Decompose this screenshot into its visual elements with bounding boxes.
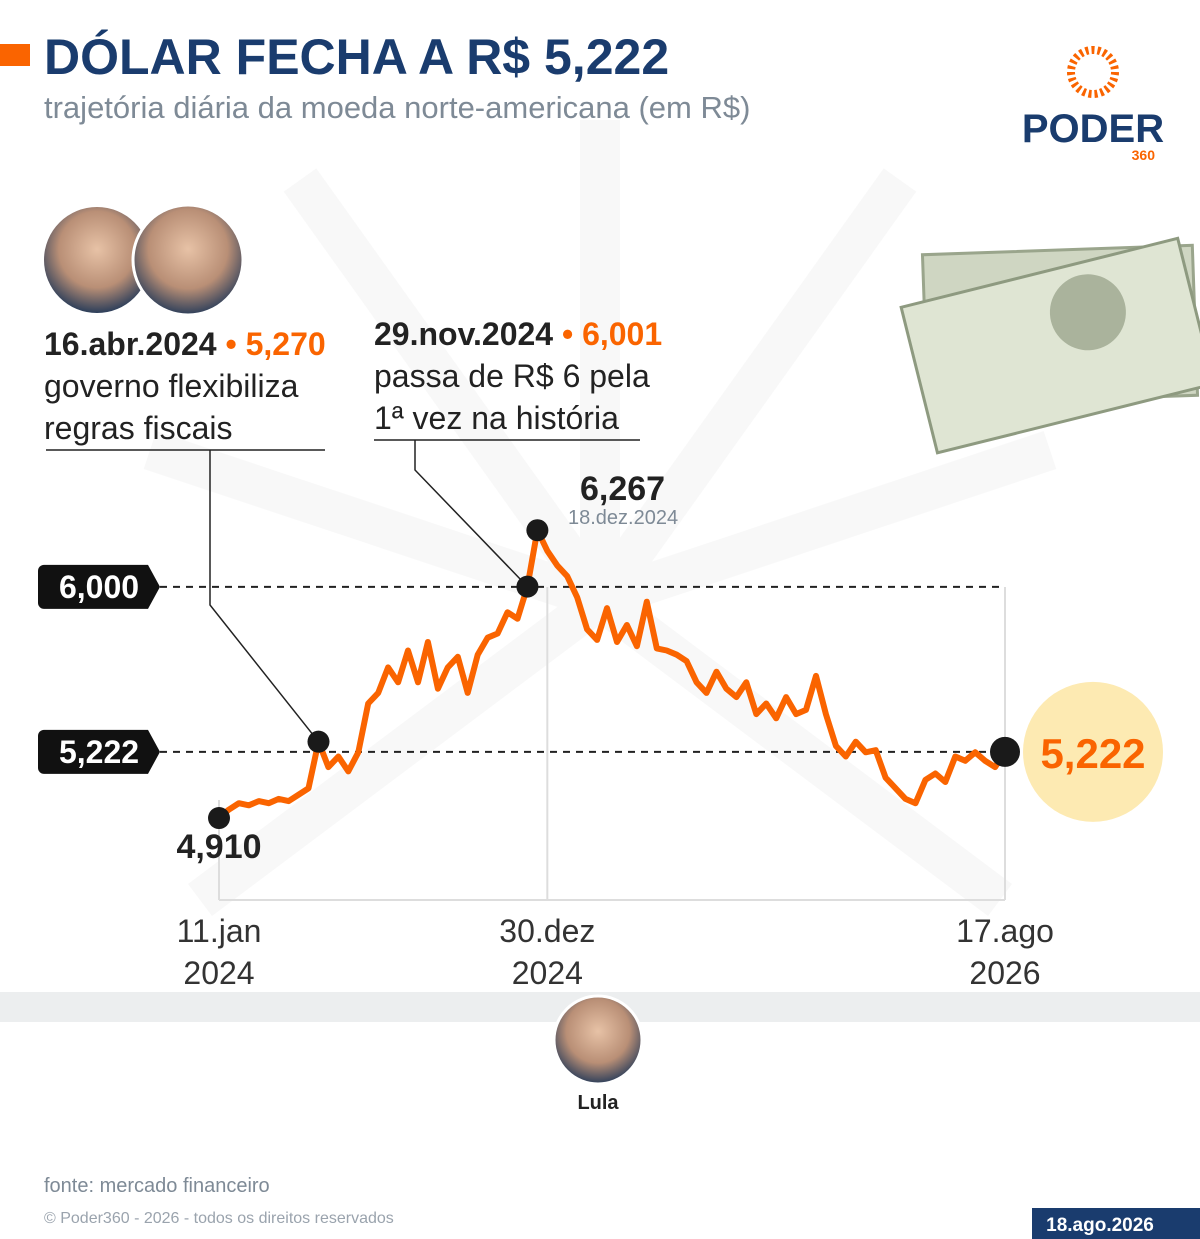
annotation-date: 16.abr.2024 [44, 326, 217, 362]
annotation-separator: • [217, 326, 246, 362]
end-highlight [1023, 681, 1163, 822]
source: fonte: mercado financeiro [44, 1175, 270, 1197]
annotation-head: 29.nov.2024 • 6,001 [374, 316, 662, 352]
annotation-date: 29.nov.2024 [374, 316, 553, 352]
point-dot [526, 519, 549, 542]
person-name: Lula [577, 1092, 619, 1114]
reference-label-box [38, 729, 160, 774]
point-dot [208, 807, 230, 830]
price-line [217, 527, 1008, 821]
subtitle: trajetória diária da moeda norte-america… [44, 90, 750, 125]
person-photo [552, 994, 644, 1086]
annotation-text: 1ª vez na história [374, 400, 619, 436]
date: 18.ago.2026 [1046, 1215, 1154, 1236]
dollar-bills [899, 236, 1200, 455]
date-box [1032, 1208, 1200, 1239]
x-tick-label-line: 2024 [183, 955, 254, 991]
annotation-head: 16.abr.2024 • 5,270 [44, 326, 326, 362]
y-tick-label: 5,222 [59, 734, 139, 770]
annotation-leader [414, 440, 528, 588]
x-tick-label-line: 2024 [512, 955, 583, 991]
annotation-value: 5,270 [246, 326, 326, 362]
annotation-text: regras fiscais [44, 410, 233, 446]
copyright: © Poder360 - 2026 - todos os direitos re… [44, 1210, 394, 1227]
x-tick-label: 30.dez 2024 [499, 913, 595, 991]
end-label: 5,222 [1040, 730, 1145, 777]
x-tick-label-line: 17.ago [956, 913, 1054, 949]
title: DÓLAR FECHA A R$ 5,222 [44, 29, 669, 85]
start-label: 4,910 [176, 828, 261, 866]
annotation-separator: • [553, 316, 582, 352]
point-dot [516, 575, 539, 598]
annotation-leader [209, 450, 320, 743]
peak-date: 18.dez.2024 [568, 507, 678, 529]
x-tick-label-line: 11.jan [177, 913, 262, 949]
annotation-text: passa de R$ 6 pela [374, 358, 650, 394]
point-dot [307, 730, 330, 753]
peak-label: 6,267 [580, 470, 665, 508]
logo: PODER 360 [1022, 46, 1164, 163]
x-tick-label-line: 30.dez [499, 913, 595, 949]
point-dot [990, 736, 1020, 767]
annotation-text: governo flexibiliza [44, 368, 299, 404]
x-tick-label: 17.ago 2026 [956, 913, 1054, 991]
x-tick-label-line: 2026 [969, 955, 1040, 991]
photos [44, 203, 245, 317]
reference-label-box [38, 564, 160, 609]
logo-text: PODER [1022, 107, 1164, 151]
title-marker [0, 44, 30, 66]
x-tick-label: 11.jan 2024 [177, 913, 262, 991]
y-tick-label: 6,000 [59, 569, 139, 605]
annotation-value: 6,001 [582, 316, 662, 352]
logo-sub: 360 [1132, 147, 1156, 163]
